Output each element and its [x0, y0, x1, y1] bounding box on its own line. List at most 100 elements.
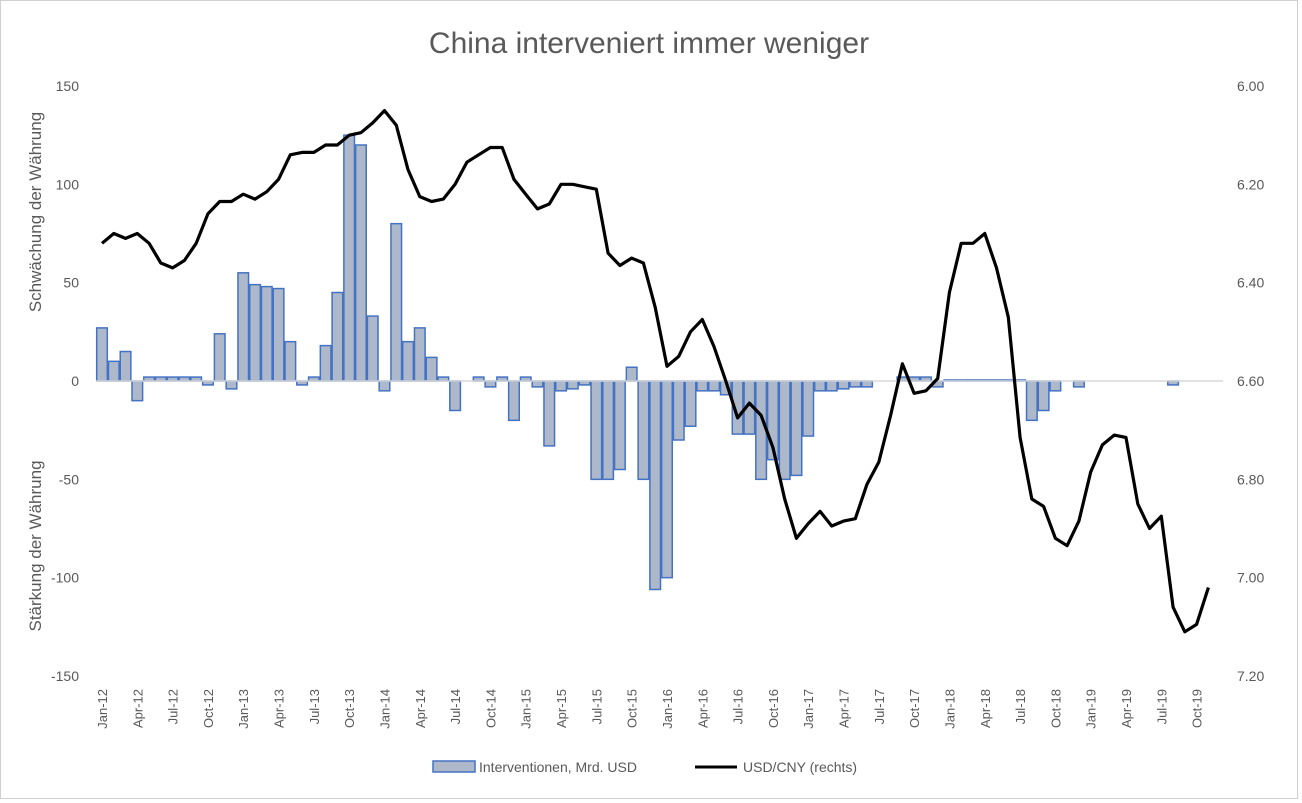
- bar: [449, 380, 462, 412]
- x-tick-label: Oct-18: [1048, 689, 1063, 728]
- bar: [319, 344, 332, 382]
- bar: [378, 380, 391, 392]
- bar: [660, 380, 674, 579]
- bar: [507, 380, 520, 422]
- x-tick-label: Oct-16: [766, 689, 781, 728]
- y-axis-label-upper: Schwächung der Währung: [26, 112, 45, 312]
- x-tick-label: Jul-14: [448, 689, 463, 724]
- bar: [566, 380, 579, 390]
- x-tick-label: Jan-17: [801, 689, 816, 729]
- y2-tick-label: 6.00: [1237, 78, 1264, 94]
- bar: [131, 380, 144, 402]
- bar: [1037, 380, 1050, 412]
- y2-tick-label: 7.00: [1237, 570, 1264, 586]
- bar: [602, 380, 615, 481]
- x-tick-label: Jan-16: [660, 689, 675, 729]
- bar: [366, 315, 379, 382]
- bar: [107, 360, 120, 382]
- bar: [343, 134, 356, 382]
- bar: [837, 380, 850, 390]
- y-axis-label-lower: Stärkung der Währung: [26, 460, 45, 631]
- bar: [225, 380, 238, 390]
- bar: [1025, 380, 1038, 422]
- x-tick-label: Oct-19: [1190, 689, 1205, 728]
- bar: [696, 380, 709, 392]
- bar: [554, 380, 568, 392]
- bar: [684, 380, 697, 427]
- y-tick-label: 150: [56, 78, 80, 94]
- x-tick-label: Apr-18: [978, 689, 993, 728]
- bar: [543, 380, 556, 447]
- y2-tick-label: 6.40: [1237, 275, 1264, 291]
- bar: [1049, 380, 1062, 392]
- bar: [590, 380, 603, 481]
- bar: [637, 380, 650, 481]
- x-tick-label: Oct-14: [483, 689, 498, 728]
- y2-tick-label: 7.20: [1237, 668, 1264, 684]
- bar: [413, 327, 426, 382]
- bar: [625, 366, 638, 382]
- bar: [237, 272, 250, 382]
- bar: [119, 350, 132, 382]
- legend: Interventionen, Mrd. USD USD/CNY (rechts…: [432, 759, 857, 775]
- x-tick-label: Oct-12: [201, 689, 216, 728]
- bar: [649, 380, 662, 591]
- bar: [331, 291, 344, 382]
- bar: [755, 380, 768, 481]
- x-tick-label: Apr-12: [130, 689, 145, 728]
- x-tick-label: Oct-13: [342, 689, 357, 728]
- y2-tick-label: 6.60: [1237, 373, 1264, 389]
- x-tick-label: Jan-18: [942, 689, 957, 729]
- x-tick-label: Jul-12: [166, 689, 181, 724]
- x-tick-label: Apr-17: [837, 689, 852, 728]
- x-tick-label: Jul-16: [731, 689, 746, 724]
- chart-title: China interveniert immer weniger: [429, 27, 869, 60]
- bar: [849, 380, 862, 388]
- y2-tick-label: 6.80: [1237, 471, 1264, 487]
- y-tick-label: -100: [51, 570, 79, 586]
- bar: [260, 285, 273, 382]
- x-tick-label: Apr-14: [413, 689, 428, 728]
- bar: [707, 380, 721, 392]
- bar: [95, 327, 109, 382]
- legend-bar-swatch: [432, 760, 476, 773]
- x-tick-label: Apr-15: [554, 689, 569, 728]
- bar: [672, 380, 685, 441]
- x-tick-label: Jan-12: [95, 689, 110, 729]
- bar: [1072, 380, 1085, 388]
- x-tick-label: Jan-19: [1084, 689, 1099, 729]
- x-tick-label: Jul-13: [307, 689, 322, 724]
- y-tick-label: 0: [71, 373, 79, 389]
- bar: [354, 144, 367, 382]
- legend-bar-label: Interventionen, Mrd. USD: [479, 759, 637, 775]
- bar: [861, 380, 874, 388]
- bar: [284, 340, 297, 382]
- x-tick-label: Apr-19: [1119, 689, 1134, 728]
- x-tick-label: Jan-14: [377, 689, 392, 729]
- bar: [390, 222, 403, 382]
- bar: [484, 380, 497, 388]
- bar: [813, 380, 827, 392]
- bar: [401, 340, 415, 382]
- bar: [825, 380, 838, 392]
- y-tick-label: 100: [56, 176, 80, 192]
- x-tick-label: Jul-17: [872, 689, 887, 724]
- bar: [248, 283, 262, 382]
- usd-cny-line: [100, 108, 1210, 634]
- x-tick-label: Jul-18: [1013, 689, 1028, 724]
- bar: [531, 380, 544, 388]
- bar: [272, 287, 285, 382]
- x-tick-label: Apr-16: [695, 689, 710, 728]
- y-tick-label: -150: [51, 668, 79, 684]
- x-tick-label: Oct-17: [907, 689, 922, 728]
- x-tick-label: Jan-15: [519, 689, 534, 729]
- bar: [213, 333, 226, 382]
- y2-tick-label: 6.20: [1237, 176, 1264, 192]
- x-tick-label: Jul-15: [589, 689, 604, 724]
- bar: [613, 380, 626, 471]
- x-tick-label: Oct-15: [625, 689, 640, 728]
- bar: [778, 380, 791, 481]
- x-tick-label: Jan-13: [236, 689, 251, 729]
